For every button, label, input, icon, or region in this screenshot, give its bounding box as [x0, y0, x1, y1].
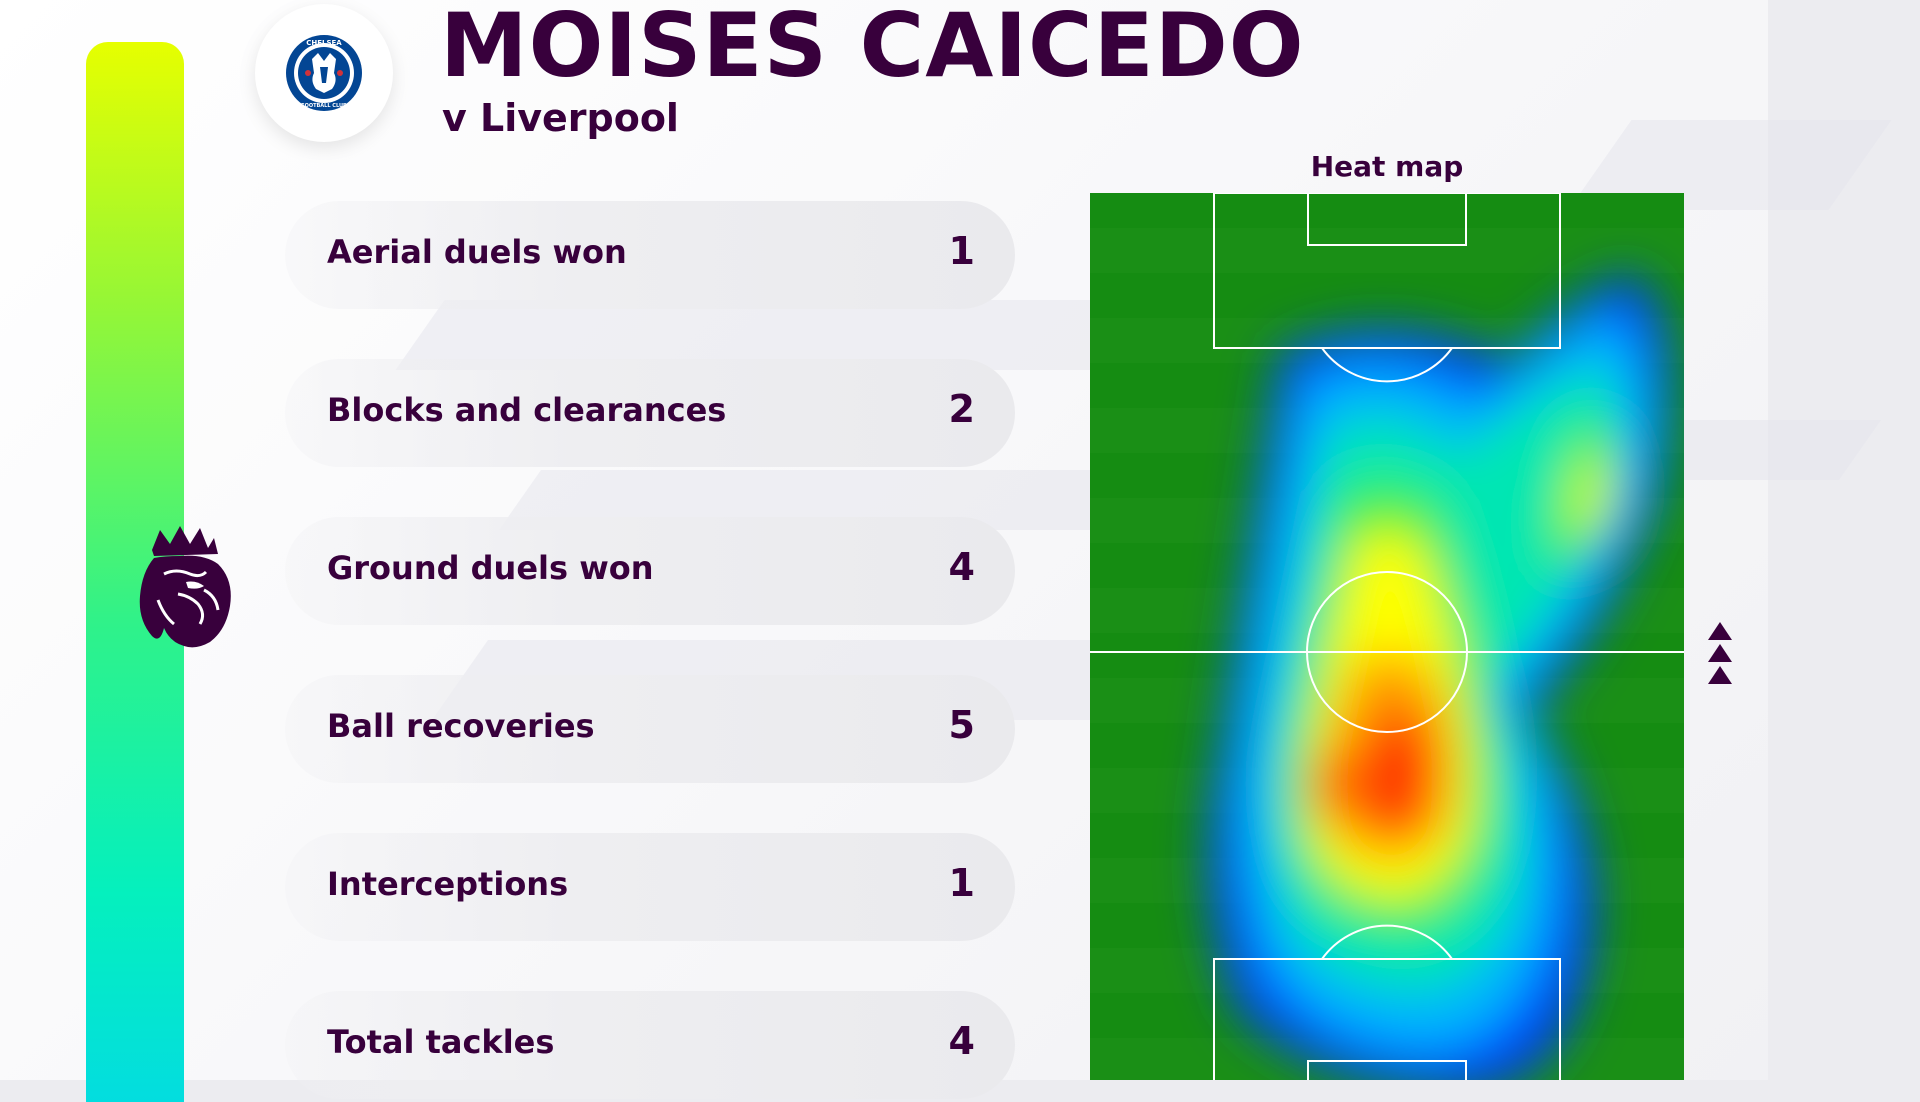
heatmap-title: Heat map — [1310, 150, 1464, 183]
stat-label: Total tackles — [327, 1023, 555, 1061]
heatmap-pitch — [1090, 192, 1684, 1092]
stat-value: 5 — [948, 703, 975, 747]
stat-value: 4 — [948, 545, 975, 589]
svg-text:CHELSEA: CHELSEA — [306, 39, 342, 47]
stat-value: 1 — [948, 229, 975, 273]
stat-label: Interceptions — [327, 865, 569, 903]
stat-row-total-tackles: Total tackles 4 — [285, 991, 1015, 1099]
stat-row-ground-duels: Ground duels won 4 — [285, 517, 1015, 625]
stat-row-interceptions: Interceptions 1 — [285, 833, 1015, 941]
player-name: MOISES CAICEDO — [440, 0, 1305, 97]
stat-row-ball-recoveries: Ball recoveries 5 — [285, 675, 1015, 783]
chelsea-crest-icon: CHELSEA FOOTBALL CLUB — [286, 35, 362, 111]
stat-row-blocks-clearances: Blocks and clearances 2 — [285, 359, 1015, 467]
club-badge: CHELSEA FOOTBALL CLUB — [255, 4, 393, 142]
stat-label: Ground duels won — [327, 549, 654, 587]
stat-value: 1 — [948, 861, 975, 905]
stat-value: 2 — [948, 387, 975, 431]
svg-text:FOOTBALL CLUB: FOOTBALL CLUB — [301, 103, 347, 109]
stat-label: Aerial duels won — [327, 233, 627, 271]
opponent-label: v Liverpool — [442, 96, 679, 140]
premier-league-lion-icon — [134, 520, 238, 652]
stat-value: 4 — [948, 1019, 975, 1063]
triple-up-arrow-icon — [1706, 620, 1734, 690]
stat-label: Ball recoveries — [327, 707, 595, 745]
stat-row-aerial-duels: Aerial duels won 1 — [285, 201, 1015, 309]
pitch-markings — [1090, 192, 1684, 1092]
heat-layer — [1208, 273, 1670, 1080]
stat-label: Blocks and clearances — [327, 391, 727, 429]
